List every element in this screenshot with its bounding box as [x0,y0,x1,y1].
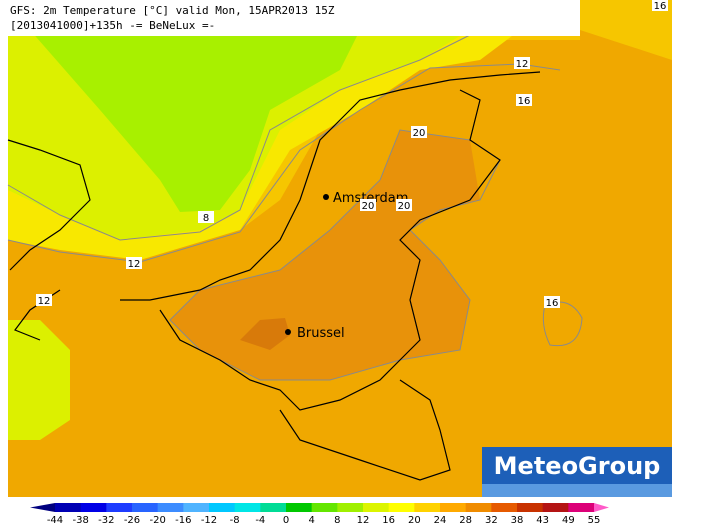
colorbar-swatch [568,503,595,512]
contour-label-bg [360,199,376,211]
contour-label: 8 [203,213,209,224]
city-dot [285,329,291,335]
zone-darkest [240,318,290,350]
contour-label: 12 [128,259,141,270]
colorbar-tick-label: -32 [98,515,114,525]
isotherm [7,29,481,241]
contour-label: 20 [398,201,411,212]
colorbar-swatch [465,503,492,512]
colorbar-tick-label: -20 [149,515,165,525]
contour-label-bg [126,257,142,269]
colorbar-tick-label: -8 [230,515,240,525]
colorbar-swatch [440,503,467,512]
logo: MeteoGroup [482,447,672,497]
contour-label: 16 [654,1,667,12]
colorbar-swatch [157,503,184,512]
colorbar-swatch [260,503,287,512]
colorbar-tick-label: 0 [283,515,289,525]
contour-label-bg [36,294,52,306]
colorbar-tick-label: -26 [124,515,140,525]
city-label: Brussel [297,326,345,341]
zone-dark-orange [170,130,480,380]
logo-band [482,484,672,497]
colorbar-swatch [388,503,415,512]
colorbar-arrow [30,503,55,512]
contour-label: 12 [516,59,529,70]
title: GFS: 2m Temperature [°C] valid Mon, 15AP… [10,4,335,17]
contour-label: 16 [518,96,531,107]
colorbar-tick-label: -4 [255,515,265,525]
colorbar-tick-label: 24 [434,515,447,525]
colorbar-swatch [363,503,390,512]
city-label: Amsterdam [333,191,408,206]
map: Amsterdam Brussel [7,0,672,497]
colorbar-swatch [517,503,544,512]
zone-green [30,30,360,212]
zone-lime-sw [8,320,70,440]
colorbar-swatch [183,503,210,512]
colorbar-swatch [337,503,364,512]
colorbar-tick-label: 16 [382,515,395,525]
subtitle: [2013041000]+135h -= BeNeLux =- [10,19,215,32]
colorbar-tick-label: 38 [511,515,524,525]
colorbar-tick-label: 8 [334,515,340,525]
contour-label: 12 [38,296,51,307]
colorbar-tick-label: -12 [201,515,217,525]
colorbar-swatch [55,503,82,512]
contour-label: 20 [413,128,426,139]
colorbar-swatch [311,503,338,512]
contour-label-bg [198,211,214,223]
colorbar-tick-label: 4 [308,515,314,525]
colorbar-swatch [106,503,133,512]
colorbar-swatch [542,503,569,512]
colorbar-swatch [491,503,518,512]
contour-label-bg [411,126,427,138]
colorbar-arrow [594,503,609,512]
colorbar-tick-label: -16 [175,515,191,525]
colorbar-swatch [414,503,441,512]
colorbar-tick-label: 28 [459,515,472,525]
contour-label-bg [396,199,412,211]
colorbar: -44 -38 -32 -26 -20 -16 -12 -8 -4 0 4 8 12 16 20 24 28 32… [30,503,609,525]
contour-label-bg [514,57,530,69]
border [159,89,501,411]
colorbar-tick-label: 32 [485,515,498,525]
colorbar-tick-label: 12 [357,515,370,525]
contour-label: 16 [546,298,559,309]
contour-label: 20 [362,201,375,212]
contour-label-bg [652,0,668,11]
colorbar-tick-label: 43 [536,515,549,525]
contour-label-bg [544,296,560,308]
colorbar-tick-label: 20 [408,515,421,525]
isotherm [169,129,501,381]
isotherm [7,63,561,263]
logo-text: MeteoGroup [494,452,661,480]
title-box [0,0,580,36]
colorbar-tick-label: -38 [72,515,88,525]
colorbar-swatch [80,503,107,512]
colorbar-swatch [234,503,261,512]
colorbar-tick-label: 55 [588,515,601,525]
contour-label-bg [516,94,532,106]
colorbar-tick-label: -44 [47,515,63,525]
colorbar-tick-label: 49 [562,515,575,525]
colorbar-swatch [209,503,236,512]
border [279,379,451,481]
colorbar-swatch [132,503,159,512]
isotherm [542,301,583,347]
colorbar-swatch [286,503,313,512]
city-dot [323,194,329,200]
